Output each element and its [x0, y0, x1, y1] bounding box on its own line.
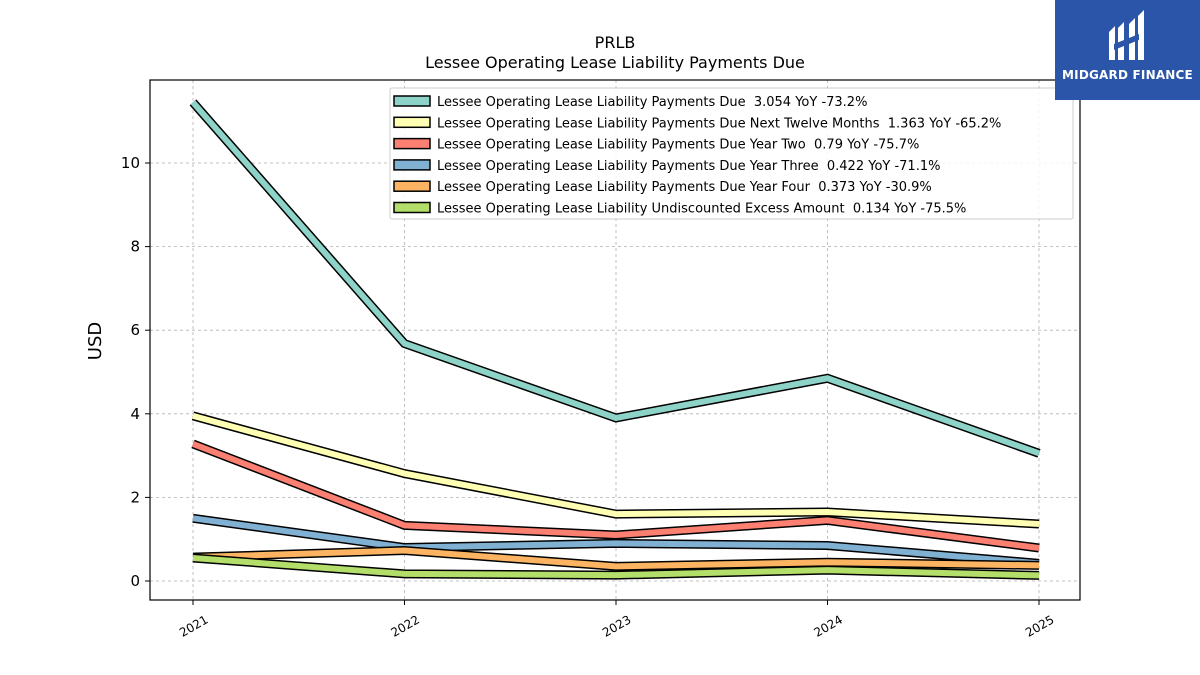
chart-title: PRLB [595, 33, 636, 52]
y-tick-label: 2 [130, 488, 140, 506]
legend-swatch [393, 116, 431, 129]
series-line [192, 545, 1040, 571]
series-line-fill [192, 515, 1040, 567]
logo-text: MIDGARD FINANCE [1062, 68, 1193, 82]
y-tick-label: 4 [130, 405, 140, 423]
x-tick-label: 2021 [177, 612, 210, 639]
chart-subtitle: Lessee Operating Lease Liability Payment… [425, 53, 805, 72]
plot-frame [149, 79, 1081, 601]
legend-swatch [393, 201, 431, 214]
midgard-logo-icon [1109, 10, 1144, 60]
series-line-fill [192, 547, 1040, 570]
y-tick-label: 0 [130, 572, 140, 590]
series-line-fill [192, 412, 1040, 528]
legend-swatch [393, 137, 431, 150]
legend-label: Lessee Operating Lease Liability Payment… [437, 180, 932, 195]
legend-label: Lessee Operating Lease Liability Payment… [437, 138, 919, 153]
y-axis-label: USD [85, 322, 106, 360]
legend-swatch [393, 95, 431, 107]
legend-label: Lessee Operating Lease Liability Payment… [437, 159, 940, 174]
x-tick-label: 2023 [600, 612, 633, 639]
x-tick-label: 2025 [1023, 612, 1056, 639]
legend-swatch [393, 159, 431, 171]
series-line-fill [192, 555, 1040, 579]
series-lines [189, 99, 1041, 580]
series-line-fill [191, 441, 1040, 551]
y-tick-label: 8 [130, 238, 140, 256]
x-tick-label: 2024 [812, 612, 845, 639]
series-line [189, 99, 1041, 458]
legend: Lessee Operating Lease Liability Payment… [389, 87, 1074, 220]
legend-box [389, 87, 1074, 220]
brand-logo: MIDGARD FINANCE [1055, 0, 1200, 100]
series-line [191, 411, 1040, 529]
y-tick-label: 6 [130, 321, 140, 339]
series-line [192, 513, 1040, 568]
legend-swatch [393, 180, 431, 192]
x-tick-label: 2022 [389, 612, 422, 639]
legend-label: Lessee Operating Lease Liability Undisco… [437, 202, 966, 217]
series-line-fill [190, 100, 1041, 457]
series-line [192, 553, 1040, 580]
series-line [191, 439, 1040, 553]
legend-label: Lessee Operating Lease Liability Payment… [437, 116, 1001, 131]
legend-label: Lessee Operating Lease Liability Payment… [437, 95, 867, 110]
y-tick-label: 10 [121, 154, 140, 172]
